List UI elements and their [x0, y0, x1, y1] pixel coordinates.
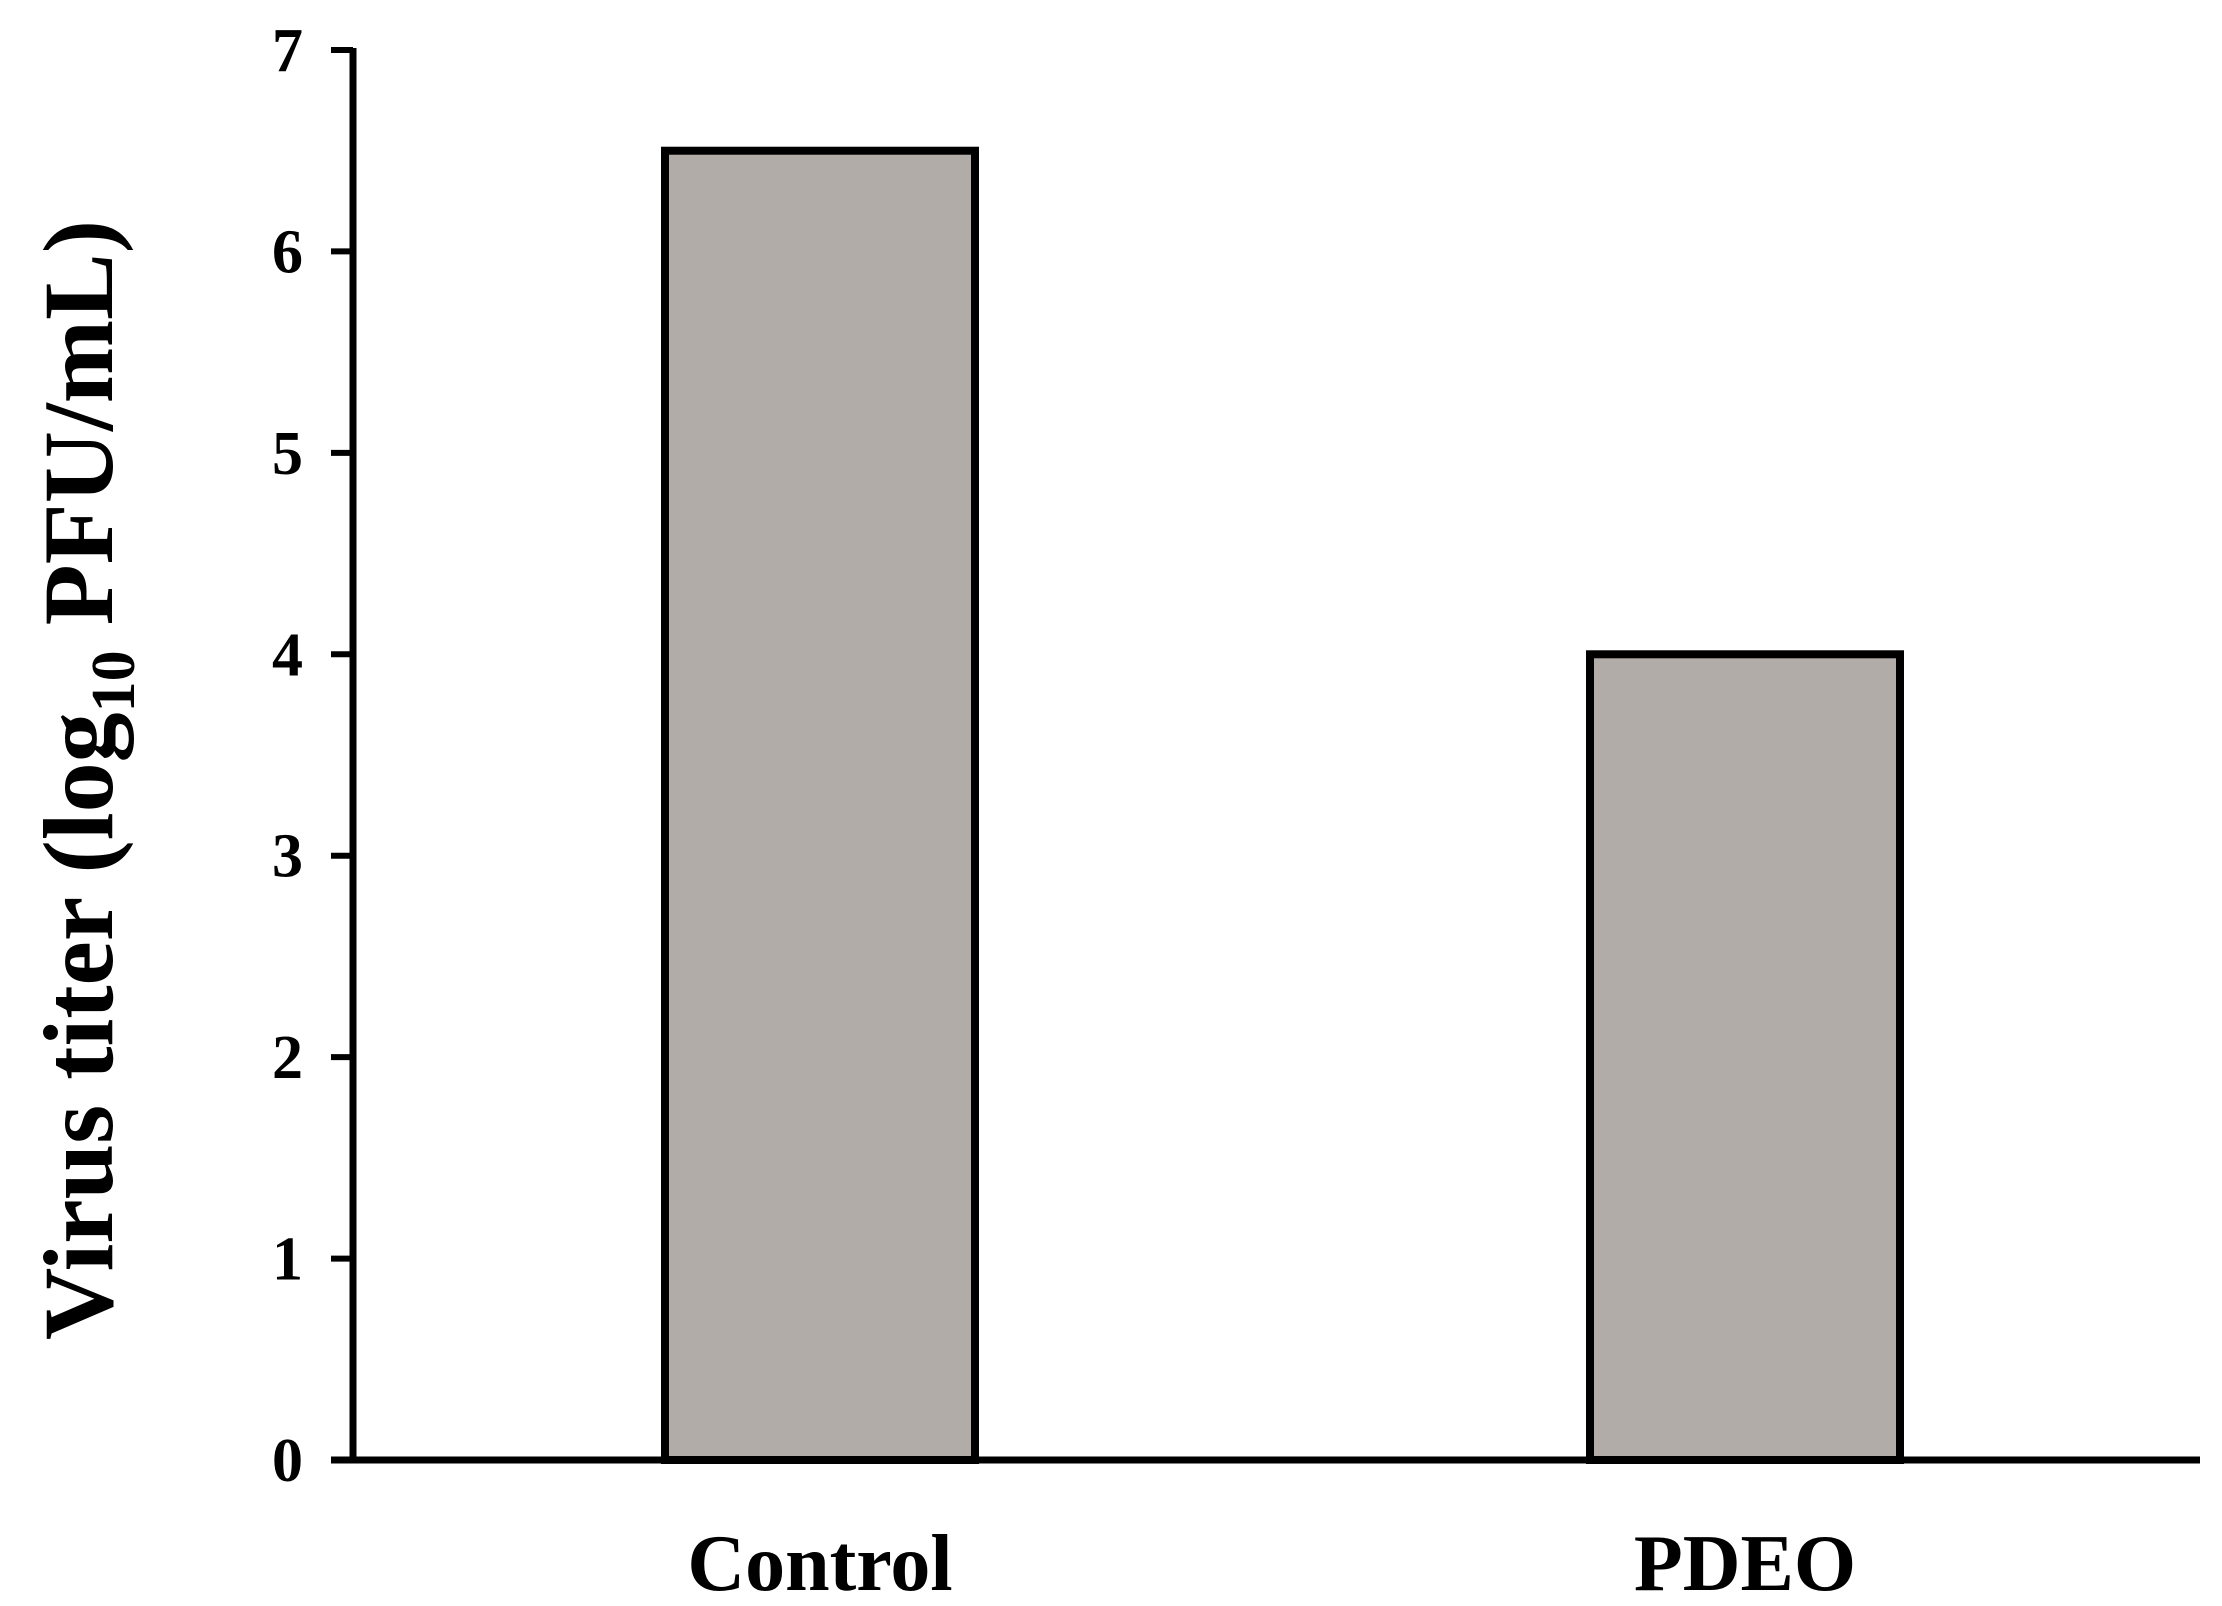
y-tick-label-1: 1	[272, 1226, 303, 1294]
y-tick-label-5: 5	[272, 420, 303, 488]
bar-control	[661, 146, 979, 1465]
x-category-label-pdeo: PDEO	[1634, 1520, 1856, 1606]
x-category-labels: Control PDEO	[687, 1520, 1856, 1606]
bars	[661, 146, 1904, 1465]
y-tick-label-2: 2	[272, 1024, 303, 1092]
axes	[331, 48, 2200, 1464]
y-axis-title: Virus titer (log10 PFU/mL)	[23, 220, 148, 1340]
y-tick-label-7: 7	[272, 17, 303, 85]
y-tick-label-0: 0	[272, 1427, 303, 1495]
y-tick-label-4: 4	[272, 621, 303, 689]
y-axis-title-subscript: 10	[80, 650, 148, 712]
y-ticks: 0 1 2 3 4 5 6 7	[272, 17, 353, 1495]
y-axis-title-suffix: PFU/mL)	[23, 220, 134, 650]
bar-pdeo	[1586, 650, 1904, 1464]
y-axis-title-prefix: Virus titer (log	[23, 712, 134, 1340]
x-category-label-control: Control	[687, 1520, 952, 1606]
y-tick-label-3: 3	[272, 823, 303, 891]
y-tick-label-6: 6	[272, 218, 303, 286]
